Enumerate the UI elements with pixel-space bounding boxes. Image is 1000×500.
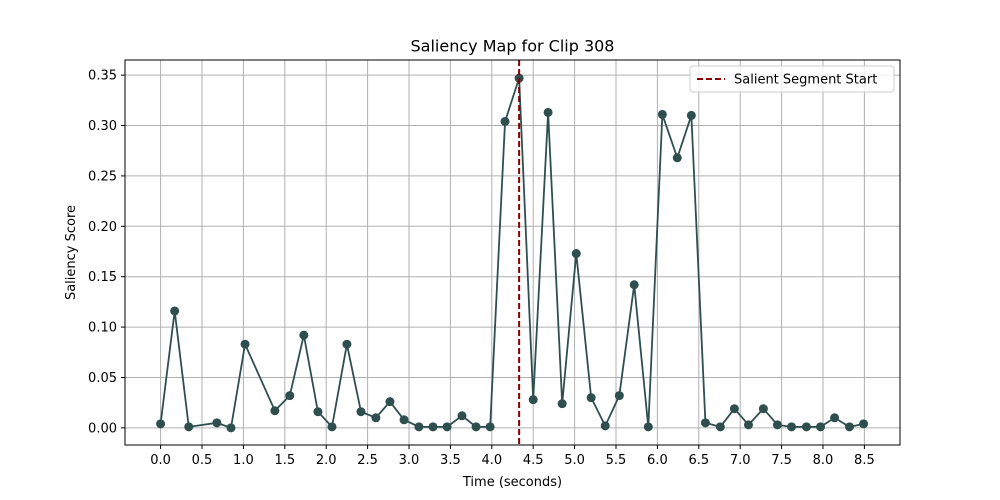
data-point — [643, 422, 653, 432]
data-point — [184, 422, 194, 432]
data-point — [844, 422, 854, 432]
chart-title: Saliency Map for Clip 308 — [411, 37, 615, 56]
y-axis-label: Saliency Score — [64, 205, 79, 300]
data-point — [485, 422, 495, 432]
data-point — [686, 110, 696, 120]
data-point — [371, 413, 381, 423]
y-tick-label: 0.10 — [88, 321, 117, 336]
data-point — [672, 153, 682, 163]
series-layer — [156, 73, 869, 433]
series-line — [159, 77, 864, 430]
data-point — [557, 399, 567, 409]
data-point — [313, 407, 323, 417]
data-point — [442, 422, 452, 432]
data-point — [600, 421, 610, 431]
y-tick-label: 0.25 — [88, 169, 117, 184]
data-point — [586, 393, 596, 403]
x-tick-label: 0.0 — [150, 453, 171, 468]
x-tick-label: 8.5 — [854, 453, 875, 468]
x-tick-label: 6.5 — [688, 453, 709, 468]
x-tick-label: 4.0 — [481, 453, 502, 468]
x-tick-label: 8.0 — [813, 453, 834, 468]
data-point — [543, 107, 553, 117]
data-point — [471, 422, 481, 432]
data-point — [299, 330, 309, 340]
data-point — [342, 339, 352, 349]
x-tick-label: 2.0 — [316, 453, 337, 468]
x-tick-label: 2.5 — [357, 453, 378, 468]
data-point — [428, 422, 438, 432]
data-point — [500, 116, 510, 126]
data-point — [801, 422, 811, 432]
data-point — [571, 249, 581, 259]
data-point — [528, 395, 538, 405]
x-axis-label: Time (seconds) — [462, 475, 562, 490]
legend-label: Salient Segment Start — [734, 73, 877, 88]
data-point — [700, 418, 710, 428]
x-tick-label: 1.5 — [274, 453, 295, 468]
data-point — [285, 391, 295, 401]
data-point — [212, 418, 222, 428]
x-tick-label: 7.5 — [771, 453, 792, 468]
y-tick-label: 0.15 — [88, 270, 117, 285]
x-tick-label: 5.0 — [564, 453, 585, 468]
data-point — [772, 420, 782, 430]
legend: Salient Segment Start — [689, 65, 895, 93]
data-point — [758, 404, 768, 414]
plot-frame — [124, 59, 901, 446]
data-point — [226, 423, 236, 433]
x-tick-label: 0.5 — [192, 453, 213, 468]
data-point — [614, 391, 624, 401]
data-point — [859, 419, 869, 429]
y-tick-label: 0.20 — [88, 220, 117, 235]
data-point — [743, 420, 753, 430]
data-point — [414, 422, 424, 432]
data-point — [270, 406, 280, 416]
data-point — [170, 306, 180, 316]
y-tick-label: 0.00 — [88, 421, 117, 436]
y-tick-label: 0.05 — [88, 371, 117, 386]
x-tick-label: 3.0 — [399, 453, 420, 468]
x-tick-label: 5.5 — [606, 453, 627, 468]
data-point — [830, 413, 840, 423]
legend-box — [689, 65, 895, 93]
data-point — [657, 109, 667, 119]
x-tick-label: 1.0 — [233, 453, 254, 468]
x-axis: 0.0 0.5 1.0 1.5 2.0 2.5 3.0 3.5 4.0 4.5 5.0 5.5 6.0 6… — [150, 445, 875, 468]
x-tick-label: 6.0 — [647, 453, 668, 468]
x-tick-label: 3.5 — [440, 453, 461, 468]
data-point — [240, 339, 250, 349]
data-point — [787, 422, 797, 432]
data-point — [385, 397, 395, 407]
y-axis: 0.00 0.05 0.10 0.15 0.20 0.25 0.30 0.35 — [88, 69, 125, 436]
data-point — [629, 280, 639, 290]
y-tick-label: 0.35 — [88, 69, 117, 84]
data-point — [816, 422, 826, 432]
data-point — [327, 422, 337, 432]
data-point — [399, 415, 409, 425]
data-point — [356, 407, 366, 417]
grid — [125, 60, 900, 445]
data-point — [715, 422, 725, 432]
y-tick-label: 0.30 — [88, 119, 117, 134]
data-point — [729, 404, 739, 414]
data-point — [457, 411, 467, 421]
data-point — [156, 419, 166, 429]
x-tick-label: 7.0 — [730, 453, 751, 468]
x-tick-label: 4.5 — [523, 453, 544, 468]
